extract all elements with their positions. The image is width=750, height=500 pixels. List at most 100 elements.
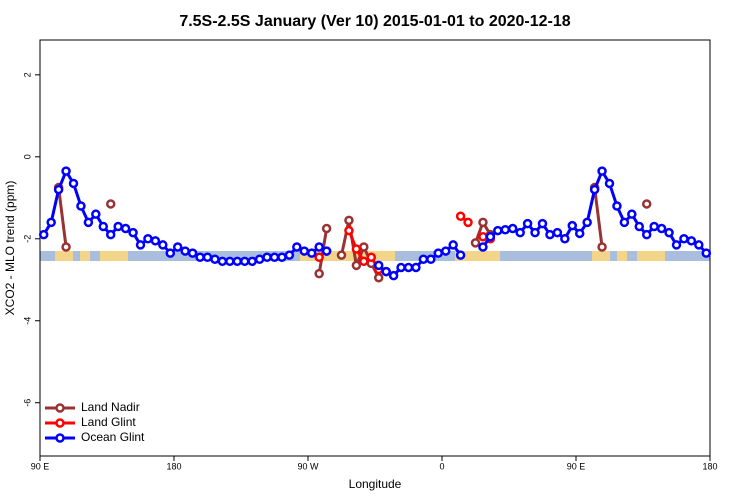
legend-label: Land Glint <box>81 415 136 429</box>
data-point <box>619 217 630 228</box>
data-point <box>292 242 302 252</box>
data-point <box>254 254 265 265</box>
data-point <box>83 217 94 228</box>
data-point <box>113 221 123 232</box>
data-point <box>247 256 257 267</box>
data-point <box>507 223 518 234</box>
data-point <box>321 246 332 256</box>
data-point <box>172 242 183 252</box>
data-point <box>373 272 384 283</box>
data-point <box>373 260 384 271</box>
x-tick-label: 180 <box>166 461 181 471</box>
data-point <box>388 270 399 281</box>
data-point <box>470 238 481 248</box>
data-point <box>478 242 488 252</box>
data-point <box>359 256 369 267</box>
y-tick-label: -6 <box>22 399 32 407</box>
y-axis-label: XCO2 - MLO trend (ppm) <box>3 181 17 316</box>
data-point <box>38 229 49 240</box>
data-point <box>567 220 578 231</box>
data-point <box>366 252 377 262</box>
data-point <box>239 256 250 267</box>
x-tick-label: 180 <box>702 461 717 471</box>
data-point <box>478 217 488 228</box>
data-point <box>396 262 406 273</box>
data-point <box>344 215 354 226</box>
chart-title: 7.5S-2.5S January (Ver 10) 2015-01-01 to… <box>179 13 570 30</box>
data-point <box>314 242 324 252</box>
data-point <box>440 246 451 256</box>
data-point <box>53 184 64 195</box>
data-point <box>105 229 116 240</box>
data-point <box>463 217 473 228</box>
y-tick-label: -2 <box>22 235 32 243</box>
data-point <box>560 234 570 244</box>
data-point <box>641 229 652 240</box>
data-point <box>120 223 131 234</box>
data-point <box>210 254 220 265</box>
data-point <box>61 166 71 176</box>
data-point <box>180 246 190 256</box>
data-point <box>455 250 466 260</box>
data-point <box>351 260 362 271</box>
data-point <box>128 227 138 238</box>
data-point <box>574 228 585 239</box>
data-point <box>634 221 645 232</box>
data-point <box>418 254 429 265</box>
data-point <box>671 240 682 250</box>
data-point <box>187 248 198 258</box>
data-point <box>314 252 324 262</box>
data-point <box>232 256 243 267</box>
data-point <box>552 227 563 238</box>
data-point <box>500 225 511 235</box>
data-point <box>627 209 637 219</box>
x-tick-label: 0 <box>439 461 444 471</box>
data-point <box>165 248 176 258</box>
data-point <box>582 217 592 228</box>
legend-marker <box>55 433 65 443</box>
legend-label: Land Nadir <box>81 400 140 414</box>
x-tick-label: 90 E <box>567 461 586 471</box>
data-point <box>694 240 704 250</box>
data-point <box>411 262 421 273</box>
data-point <box>403 262 414 273</box>
data-point <box>277 252 287 262</box>
data-point <box>522 218 533 229</box>
data-point <box>597 242 607 252</box>
data-point <box>158 240 168 250</box>
data-point <box>537 218 548 229</box>
data-point <box>612 201 622 211</box>
data-point <box>76 201 86 211</box>
data-point <box>433 248 444 258</box>
legend-label: Ocean Glint <box>81 430 145 444</box>
data-point <box>202 252 213 262</box>
data-point <box>143 234 153 244</box>
data-point <box>306 248 317 258</box>
data-point <box>314 268 324 279</box>
data-point <box>359 242 369 252</box>
data-point <box>269 252 280 262</box>
data-point <box>381 266 391 277</box>
data-point <box>336 250 347 260</box>
data-point <box>656 223 667 234</box>
x-axis-label: Longitude <box>349 477 402 491</box>
legend-marker <box>55 403 65 413</box>
data-point <box>61 242 71 252</box>
data-point <box>68 178 79 189</box>
data-point <box>225 256 235 267</box>
data-point <box>195 252 205 262</box>
x-tick-label: 90 W <box>297 461 319 471</box>
data-point <box>135 240 146 250</box>
data-point <box>455 211 466 221</box>
data-point <box>493 225 503 236</box>
data-point <box>478 231 488 242</box>
data-point <box>604 178 615 189</box>
data-point <box>515 227 525 238</box>
data-point <box>597 166 607 176</box>
data-point <box>641 199 652 209</box>
data-point <box>679 234 689 244</box>
y-tick-label: -4 <box>22 317 32 325</box>
y-tick-label: 0 <box>22 154 32 159</box>
x-tick-label: 90 E <box>31 461 50 471</box>
